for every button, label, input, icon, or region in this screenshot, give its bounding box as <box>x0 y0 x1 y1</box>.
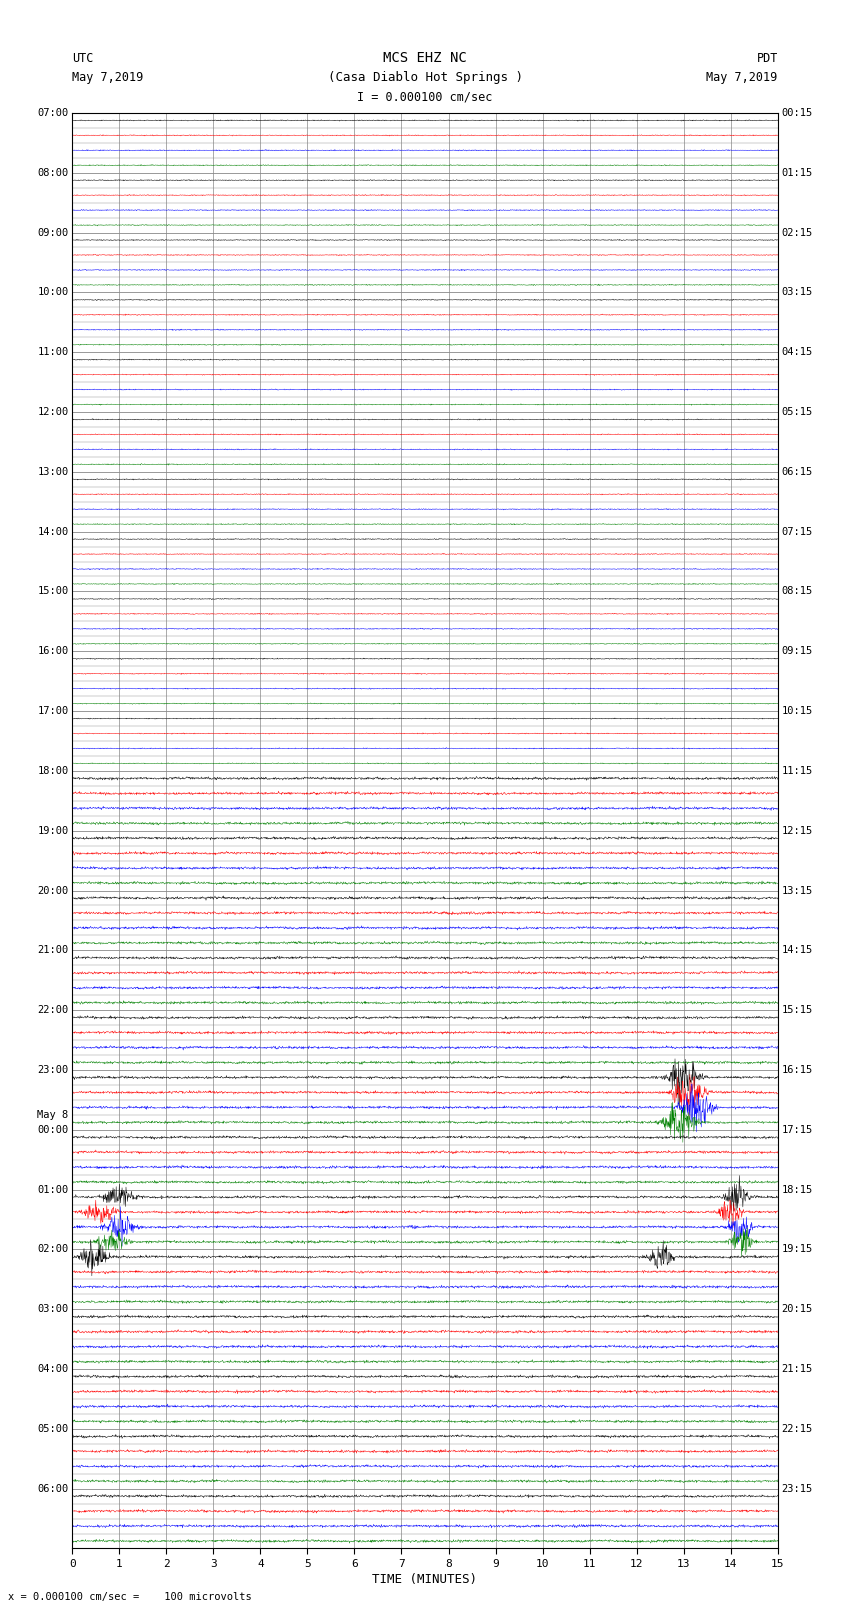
Text: 12:15: 12:15 <box>781 826 813 836</box>
Text: (Casa Diablo Hot Springs ): (Casa Diablo Hot Springs ) <box>327 71 523 84</box>
Text: 15:00: 15:00 <box>37 587 69 597</box>
Text: 23:15: 23:15 <box>781 1484 813 1494</box>
Text: 20:15: 20:15 <box>781 1305 813 1315</box>
Text: 11:00: 11:00 <box>37 347 69 356</box>
Text: 05:00: 05:00 <box>37 1424 69 1434</box>
Text: 09:15: 09:15 <box>781 647 813 656</box>
Text: 17:15: 17:15 <box>781 1124 813 1136</box>
Text: x = 0.000100 cm/sec =    100 microvolts: x = 0.000100 cm/sec = 100 microvolts <box>8 1592 252 1602</box>
Text: 00:00: 00:00 <box>37 1124 69 1136</box>
Text: 03:15: 03:15 <box>781 287 813 297</box>
Text: 13:15: 13:15 <box>781 886 813 895</box>
Text: 08:15: 08:15 <box>781 587 813 597</box>
Text: 06:15: 06:15 <box>781 466 813 477</box>
Text: 16:00: 16:00 <box>37 647 69 656</box>
Text: May 7,2019: May 7,2019 <box>72 71 144 84</box>
Text: 12:00: 12:00 <box>37 406 69 418</box>
Text: I = 0.000100 cm/sec: I = 0.000100 cm/sec <box>357 90 493 103</box>
Text: 06:00: 06:00 <box>37 1484 69 1494</box>
Text: 14:00: 14:00 <box>37 526 69 537</box>
Text: 08:00: 08:00 <box>37 168 69 177</box>
Text: 01:00: 01:00 <box>37 1184 69 1195</box>
Text: 04:15: 04:15 <box>781 347 813 356</box>
Text: 00:15: 00:15 <box>781 108 813 118</box>
Text: 03:00: 03:00 <box>37 1305 69 1315</box>
Text: 22:15: 22:15 <box>781 1424 813 1434</box>
Text: 17:00: 17:00 <box>37 706 69 716</box>
Text: 20:00: 20:00 <box>37 886 69 895</box>
Text: 11:15: 11:15 <box>781 766 813 776</box>
Text: 04:00: 04:00 <box>37 1365 69 1374</box>
Text: 18:15: 18:15 <box>781 1184 813 1195</box>
Text: MCS EHZ NC: MCS EHZ NC <box>383 50 467 65</box>
Text: 13:00: 13:00 <box>37 466 69 477</box>
Text: 16:15: 16:15 <box>781 1065 813 1074</box>
Text: UTC: UTC <box>72 52 94 65</box>
Text: May 7,2019: May 7,2019 <box>706 71 778 84</box>
Text: May 8: May 8 <box>37 1110 69 1119</box>
X-axis label: TIME (MINUTES): TIME (MINUTES) <box>372 1573 478 1586</box>
Text: 02:00: 02:00 <box>37 1244 69 1255</box>
Text: 02:15: 02:15 <box>781 227 813 237</box>
Text: 21:15: 21:15 <box>781 1365 813 1374</box>
Text: 09:00: 09:00 <box>37 227 69 237</box>
Text: 07:15: 07:15 <box>781 526 813 537</box>
Text: PDT: PDT <box>756 52 778 65</box>
Text: 01:15: 01:15 <box>781 168 813 177</box>
Text: 10:00: 10:00 <box>37 287 69 297</box>
Text: 21:00: 21:00 <box>37 945 69 955</box>
Text: 14:15: 14:15 <box>781 945 813 955</box>
Text: 10:15: 10:15 <box>781 706 813 716</box>
Text: 19:00: 19:00 <box>37 826 69 836</box>
Text: 22:00: 22:00 <box>37 1005 69 1015</box>
Text: 15:15: 15:15 <box>781 1005 813 1015</box>
Text: 23:00: 23:00 <box>37 1065 69 1074</box>
Text: 07:00: 07:00 <box>37 108 69 118</box>
Text: 18:00: 18:00 <box>37 766 69 776</box>
Text: 19:15: 19:15 <box>781 1244 813 1255</box>
Text: 05:15: 05:15 <box>781 406 813 418</box>
